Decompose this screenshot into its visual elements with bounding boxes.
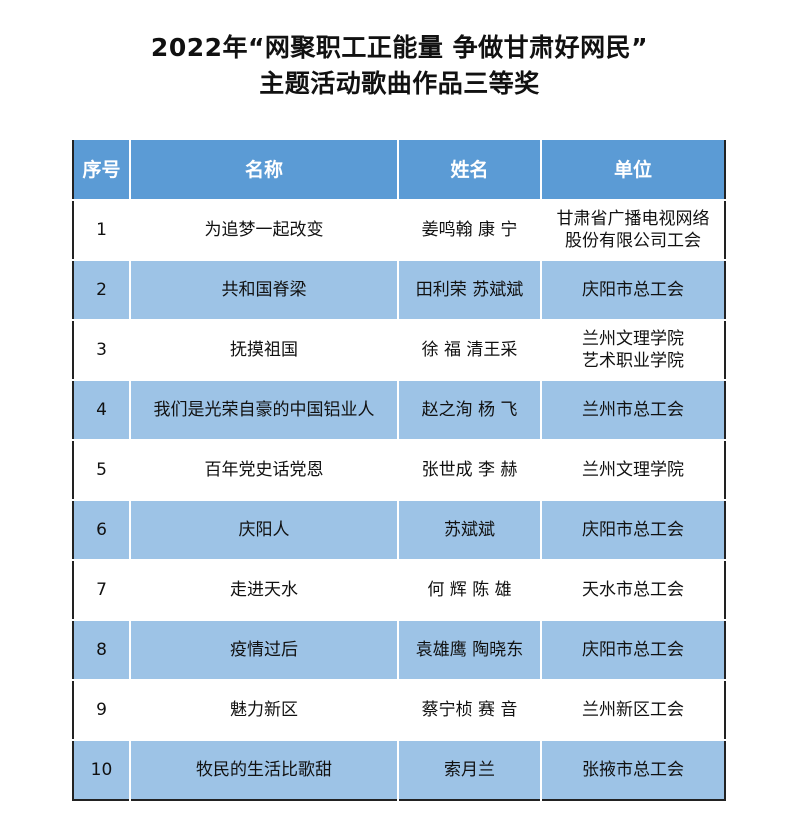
cell-number: 4 [73,379,131,441]
cell-unit: 兰州文理学院 艺术职业学院 [540,319,725,381]
header-number: 序号 [73,138,131,201]
table-row: 9 魅力新区 蔡宁桢 赛 音兰州新区工会 [73,679,725,741]
cell-number: 10 [73,739,131,800]
cell-title: 庆阳人 [129,499,399,561]
table-row: 1 为追梦一起改变 姜鸣翰 康 宁甘肃省广播电视网络 股份有限公司工会 [73,199,725,261]
cell-unit: 庆阳市总工会 [540,619,725,681]
cell-author: 姜鸣翰 康 宁 [397,199,542,261]
cell-unit: 兰州文理学院 [540,439,725,501]
cell-number: 1 [73,199,131,261]
cell-author: 索月兰 [397,739,542,800]
title-line-1: 2022年“网聚职工正能量 争做甘肃好网民” [150,33,649,62]
cell-unit: 兰州市总工会 [540,379,725,441]
cell-title: 为追梦一起改变 [129,199,399,261]
table-row: 10 牧民的生活比歌甜 索月兰 张掖市总工会 [73,739,725,800]
cell-number: 5 [73,439,131,501]
table-row: 3 抚摸祖国徐 福 清王采 兰州文理学院 艺术职业学院 [73,319,725,381]
cell-title: 我们是光荣自豪的中国铝业人 [129,379,399,441]
cell-author: 何 辉 陈 雄 [397,559,542,621]
table-row: 7 走进天水何 辉 陈 雄天水市总工会 [73,559,725,621]
cell-title: 牧民的生活比歌甜 [129,739,399,800]
header-unit: 单位 [540,138,725,201]
cell-unit: 天水市总工会 [540,559,725,621]
title-line-2: 主题活动歌曲作品三等奖 [259,69,540,98]
cell-title: 百年党史话党恩 [129,439,399,501]
cell-author: 田利荣 苏斌斌 [397,259,542,321]
cell-unit: 庆阳市总工会 [540,259,725,321]
cell-unit: 兰州新区工会 [540,679,725,741]
cell-author: 苏斌斌 [397,499,542,561]
table-row: 4 我们是光荣自豪的中国铝业人 赵之洵 杨 飞兰州市总工会 [73,379,725,441]
cell-author: 赵之洵 杨 飞 [397,379,542,441]
awards-table: 序号 名称 姓名 单位 1 为追梦一起改变 姜鸣翰 康 宁甘肃省广播电视网络 股份有… [72,138,726,801]
table-row: 2 共和国脊梁 田利荣 苏斌斌 庆阳市总工会 [73,259,725,321]
cell-title: 共和国脊梁 [129,259,399,321]
header-title: 名称 [129,138,399,201]
cell-title: 疫情过后 [129,619,399,681]
cell-number: 8 [73,619,131,681]
table-header-row: 序号 名称 姓名 单位 [73,138,725,201]
cell-number: 6 [73,499,131,561]
cell-number: 7 [73,559,131,621]
cell-author: 张世成 李 赫 [397,439,542,501]
cell-title: 抚摸祖国 [129,319,399,381]
cell-number: 3 [73,319,131,381]
header-author: 姓名 [397,138,542,201]
cell-author: 蔡宁桢 赛 音 [397,679,542,741]
cell-title: 魅力新区 [129,679,399,741]
cell-unit: 甘肃省广播电视网络 股份有限公司工会 [540,199,725,261]
cell-number: 9 [73,679,131,741]
cell-number: 2 [73,259,131,321]
table-row: 5 百年党史话党恩 张世成 李 赫兰州文理学院 [73,439,725,501]
cell-author: 袁雄鹰 陶晓东 [397,619,542,681]
cell-unit: 张掖市总工会 [540,739,725,800]
cell-title: 走进天水 [129,559,399,621]
table-row: 8 疫情过后 袁雄鹰 陶晓东 庆阳市总工会 [73,619,725,681]
cell-author: 徐 福 清王采 [397,319,542,381]
cell-unit: 庆阳市总工会 [540,499,725,561]
table-row: 6 庆阳人 苏斌斌 庆阳市总工会 [73,499,725,561]
